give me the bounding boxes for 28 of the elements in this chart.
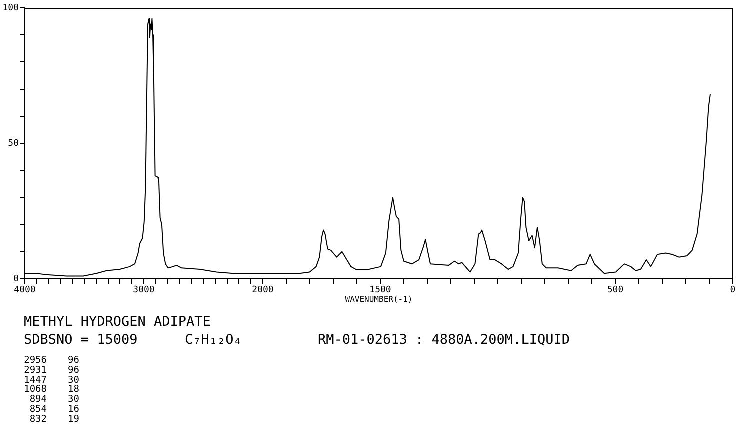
x-tick-label: 2000 <box>252 286 274 296</box>
text: 894 <box>30 394 47 405</box>
text: 1068 <box>24 384 47 396</box>
x-tick-label: 500 <box>607 286 624 296</box>
text: 832 <box>30 414 47 424</box>
y-tick-label: 50 <box>8 138 19 149</box>
text: RM-01-02613 : 4880A.200M.LIQUID <box>318 332 570 348</box>
text: SDBSNO = 15009 <box>24 332 138 348</box>
text: 2956 <box>24 355 47 366</box>
x-tick-label: 1500 <box>370 286 392 296</box>
x-tick-label: 0 <box>730 286 736 296</box>
text: METHYL HYDROGEN ADIPATE <box>24 314 211 330</box>
x-tick-label: 4000 <box>14 286 36 296</box>
text: 1447 <box>24 374 47 386</box>
text: 19 <box>68 414 80 424</box>
text: 16 <box>68 404 80 415</box>
text: 30 <box>68 394 80 405</box>
text: 18 <box>68 384 80 396</box>
text: 2931 <box>24 364 47 376</box>
text: 96 <box>68 355 80 366</box>
text: 96 <box>68 364 80 376</box>
text: 854 <box>30 404 47 415</box>
x-tick-label: 3000 <box>133 286 155 296</box>
y-tick-label: 0 <box>14 274 19 284</box>
y-tick-label: 100 <box>2 3 19 14</box>
x-axis-title: WAVENUMBER(-1) <box>345 295 413 304</box>
text: 30 <box>68 374 80 386</box>
text: C₇H₁₂O₄ <box>185 332 242 348</box>
